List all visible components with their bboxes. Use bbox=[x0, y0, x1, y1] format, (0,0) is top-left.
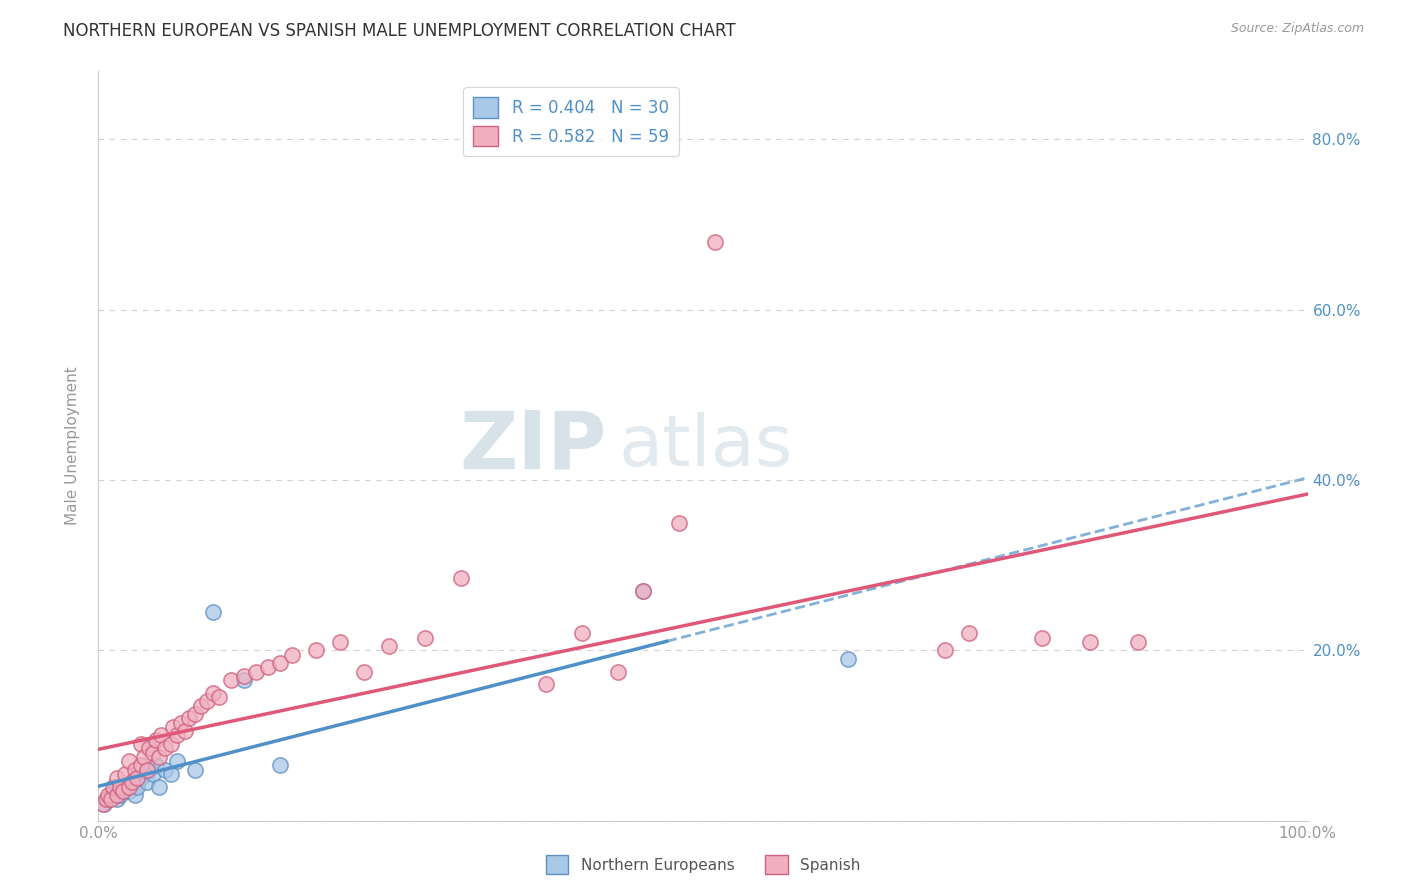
Point bbox=[124, 763, 146, 777]
Point bbox=[145, 758, 167, 772]
Point bbox=[118, 754, 141, 768]
Point bbox=[129, 737, 152, 751]
Point bbox=[631, 583, 654, 598]
Point bbox=[195, 694, 218, 708]
Point bbox=[413, 631, 436, 645]
Point bbox=[1128, 635, 1150, 649]
Point bbox=[221, 673, 243, 688]
Point bbox=[108, 788, 131, 802]
Point bbox=[105, 780, 128, 794]
Point bbox=[184, 707, 207, 722]
Point bbox=[160, 767, 183, 781]
Point bbox=[668, 516, 690, 530]
Point bbox=[450, 571, 472, 585]
Point bbox=[100, 792, 122, 806]
Point bbox=[208, 690, 231, 705]
Point bbox=[142, 767, 165, 781]
Point bbox=[571, 626, 593, 640]
Point bbox=[124, 788, 146, 802]
Point bbox=[97, 788, 120, 802]
Point bbox=[179, 711, 201, 725]
Point bbox=[160, 737, 183, 751]
Point bbox=[114, 780, 136, 794]
Legend: Northern Europeans, Spanish: Northern Europeans, Spanish bbox=[540, 849, 866, 880]
Point bbox=[934, 643, 956, 657]
Point bbox=[190, 698, 212, 713]
Point bbox=[105, 771, 128, 785]
Point bbox=[169, 715, 191, 730]
Point bbox=[105, 788, 128, 802]
Point bbox=[121, 775, 143, 789]
Point bbox=[837, 652, 859, 666]
Point bbox=[329, 635, 352, 649]
Text: Source: ZipAtlas.com: Source: ZipAtlas.com bbox=[1230, 22, 1364, 36]
Point bbox=[232, 669, 254, 683]
Point bbox=[269, 656, 291, 670]
Point bbox=[607, 665, 630, 679]
Point bbox=[631, 583, 654, 598]
Point bbox=[135, 775, 157, 789]
Point bbox=[142, 746, 165, 760]
Point bbox=[353, 665, 375, 679]
Legend: R = 0.404   N = 30, R = 0.582   N = 59: R = 0.404 N = 30, R = 0.582 N = 59 bbox=[464, 87, 679, 156]
Point bbox=[377, 639, 399, 653]
Point bbox=[245, 665, 267, 679]
Text: atlas: atlas bbox=[619, 411, 793, 481]
Point bbox=[138, 741, 160, 756]
Point bbox=[1031, 631, 1053, 645]
Point bbox=[1078, 635, 1101, 649]
Point bbox=[134, 749, 156, 764]
Point bbox=[101, 780, 124, 794]
Point bbox=[184, 763, 207, 777]
Point bbox=[111, 784, 134, 798]
Point bbox=[127, 771, 149, 785]
Point bbox=[202, 686, 225, 700]
Point bbox=[124, 771, 146, 785]
Point bbox=[129, 771, 152, 785]
Point bbox=[134, 767, 156, 781]
Point bbox=[256, 660, 278, 674]
Point bbox=[145, 732, 167, 747]
Point bbox=[174, 724, 197, 739]
Point bbox=[305, 643, 328, 657]
Point bbox=[150, 729, 173, 743]
Point bbox=[202, 605, 225, 619]
Point bbox=[94, 792, 117, 806]
Text: ZIP: ZIP bbox=[458, 407, 606, 485]
Point bbox=[121, 775, 143, 789]
Point bbox=[127, 780, 149, 794]
Point bbox=[232, 673, 254, 688]
Point bbox=[100, 788, 122, 802]
Point bbox=[957, 626, 980, 640]
Y-axis label: Male Unemployment: Male Unemployment bbox=[65, 367, 80, 525]
Point bbox=[166, 729, 188, 743]
Point bbox=[135, 763, 157, 777]
Point bbox=[269, 758, 291, 772]
Point bbox=[111, 784, 134, 798]
Point bbox=[153, 741, 176, 756]
Point bbox=[162, 720, 184, 734]
Point bbox=[138, 763, 160, 777]
Point bbox=[97, 792, 120, 806]
Point bbox=[166, 754, 188, 768]
Point bbox=[153, 763, 176, 777]
Point bbox=[118, 784, 141, 798]
Point bbox=[148, 749, 170, 764]
Point bbox=[704, 235, 727, 249]
Point bbox=[108, 780, 131, 794]
Text: NORTHERN EUROPEAN VS SPANISH MALE UNEMPLOYMENT CORRELATION CHART: NORTHERN EUROPEAN VS SPANISH MALE UNEMPL… bbox=[63, 22, 735, 40]
Point bbox=[91, 797, 114, 811]
Point bbox=[129, 758, 152, 772]
Point bbox=[105, 792, 128, 806]
Point bbox=[118, 780, 141, 794]
Point bbox=[93, 797, 115, 811]
Point bbox=[148, 780, 170, 794]
Point bbox=[114, 767, 136, 781]
Point bbox=[101, 784, 124, 798]
Point bbox=[281, 648, 304, 662]
Point bbox=[534, 677, 557, 691]
